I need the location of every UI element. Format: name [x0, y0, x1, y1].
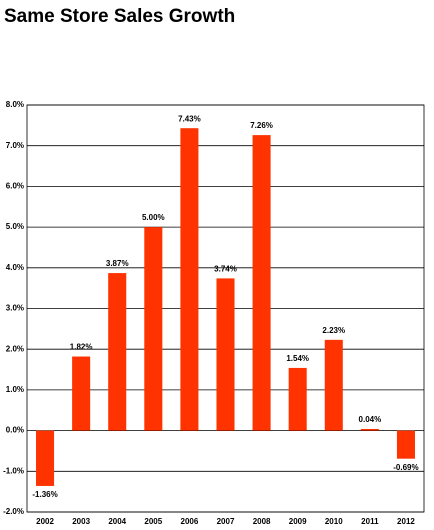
- x-tick-label: 2009: [289, 517, 307, 526]
- y-tick-label: 6.0%: [6, 182, 24, 191]
- bar: [288, 367, 307, 431]
- bar: [36, 430, 55, 486]
- bar: [324, 339, 343, 431]
- x-tick-label: 2012: [397, 517, 415, 526]
- bar: [108, 273, 127, 431]
- value-label: 7.26%: [250, 121, 273, 130]
- x-tick-label: 2007: [217, 517, 235, 526]
- bar: [252, 135, 271, 431]
- x-tick-label: 2008: [253, 517, 271, 526]
- y-tick-label: -2.0%: [3, 507, 24, 516]
- x-tick-label: 2004: [108, 517, 126, 526]
- y-tick-label: 8.0%: [6, 100, 24, 109]
- y-tick-label: 0.0%: [6, 426, 24, 435]
- x-tick-label: 2005: [144, 517, 162, 526]
- y-tick-label: 5.0%: [6, 222, 24, 231]
- x-tick-label: 2003: [72, 517, 90, 526]
- value-label: 1.82%: [70, 343, 93, 352]
- bar: [216, 278, 235, 431]
- bar: [72, 356, 91, 431]
- y-tick-label: 4.0%: [6, 263, 24, 272]
- value-label: -0.69%: [393, 463, 418, 472]
- chart-title: Same Store Sales Growth: [4, 6, 235, 27]
- y-tick-label: 1.0%: [6, 385, 24, 394]
- y-tick-label: 7.0%: [6, 141, 24, 150]
- value-label: 0.04%: [359, 415, 382, 424]
- value-label: 2.23%: [322, 326, 345, 335]
- value-label: -1.36%: [32, 490, 57, 499]
- bar: [180, 128, 199, 431]
- value-label: 5.00%: [142, 213, 165, 222]
- y-tick-label: 2.0%: [6, 344, 24, 353]
- x-tick-label: 2006: [181, 517, 199, 526]
- value-label: 7.43%: [178, 114, 201, 123]
- y-tick-label: 3.0%: [6, 304, 24, 313]
- bar: [144, 227, 163, 431]
- x-tick-label: 2010: [325, 517, 343, 526]
- value-label: 3.74%: [214, 264, 237, 273]
- bar: [360, 428, 379, 431]
- bar: [396, 430, 415, 459]
- x-tick-label: 2002: [36, 517, 54, 526]
- x-tick-label: 2011: [361, 517, 379, 526]
- value-label: 3.87%: [106, 259, 129, 268]
- value-label: 1.54%: [286, 354, 309, 363]
- y-tick-label: -1.0%: [3, 466, 24, 475]
